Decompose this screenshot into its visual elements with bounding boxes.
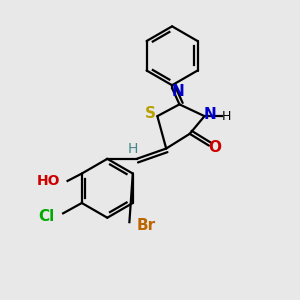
Text: S: S [145,106,155,121]
Text: N: N [204,107,217,122]
Text: H: H [222,110,231,123]
Text: O: O [208,140,221,154]
Text: Cl: Cl [38,209,54,224]
Text: HO: HO [37,174,60,188]
Text: Br: Br [137,218,156,232]
Text: H: H [127,142,137,155]
Text: N: N [172,84,184,99]
